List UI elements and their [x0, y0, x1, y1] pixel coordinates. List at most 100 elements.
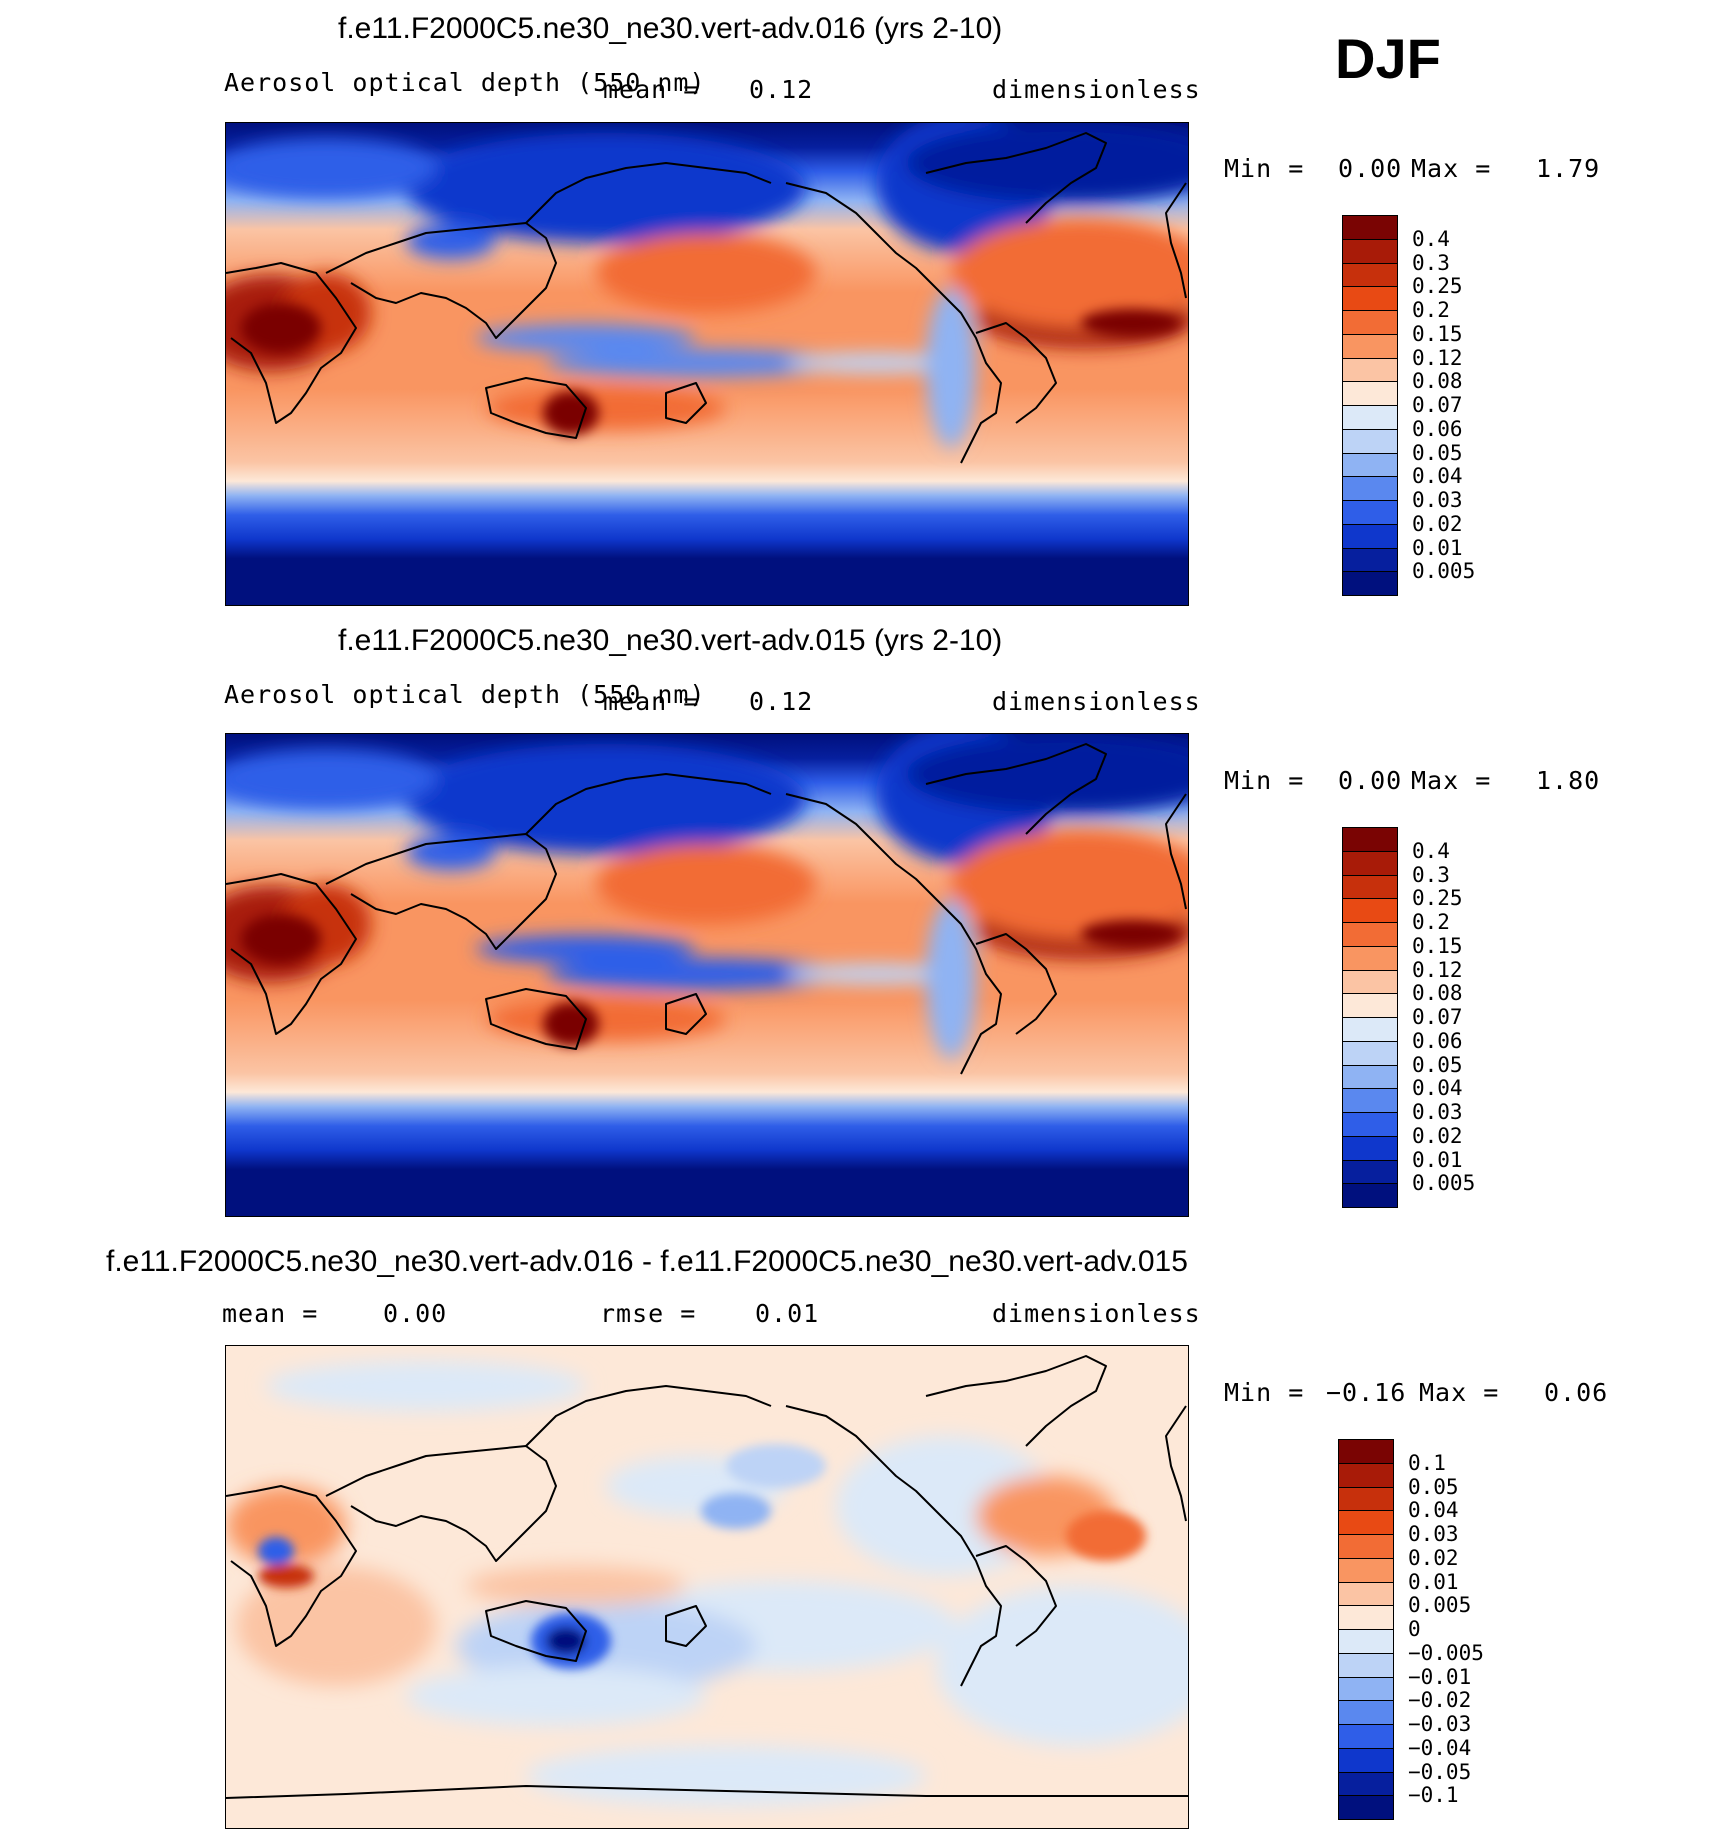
colorbar-label: 0.15	[1412, 321, 1463, 346]
panel-2-min-value: 0.00	[1338, 766, 1403, 795]
colorbar-swatch	[1342, 452, 1398, 478]
colorbar-label: 0.06	[1412, 416, 1463, 441]
panel-3-rmse-value: 0.01	[755, 1299, 820, 1328]
colorbar-swatch	[1342, 874, 1398, 900]
panel-2-variable-label: Aerosol optical depth (550 nm)	[224, 680, 706, 709]
colorbar-label: 0.03	[1412, 1100, 1463, 1124]
panel-3-max-value: 0.06	[1544, 1378, 1609, 1407]
colorbar-label: 0.01	[1408, 1569, 1459, 1594]
colorbar-swatch	[1338, 1605, 1394, 1630]
colorbar-swatch	[1342, 262, 1398, 288]
panel-1-max-label: Max =	[1411, 154, 1492, 183]
colorbar-swatch	[1342, 310, 1398, 335]
colorbar-label: 0.03	[1412, 488, 1463, 512]
colorbar-swatch	[1342, 922, 1398, 947]
panel-3-mean-label: mean =	[222, 1299, 319, 1328]
colorbar-label: 0.08	[1412, 981, 1463, 1006]
panel-1-units: dimensionless	[992, 75, 1201, 104]
colorbar-swatch	[1342, 215, 1398, 240]
panel-3-title: f.e11.F2000C5.ne30_ne30.vert-adv.016 - f…	[106, 1245, 1188, 1278]
colorbar-swatch	[1342, 428, 1398, 454]
colorbar-label: 0.04	[1412, 464, 1463, 489]
colorbar-swatch	[1342, 476, 1398, 501]
colorbar-swatch	[1342, 993, 1398, 1018]
colorbar-label: 0.15	[1412, 933, 1463, 958]
colorbar-label: 0.12	[1412, 957, 1463, 982]
colorbar-label: 0.005	[1412, 1171, 1476, 1196]
colorbar-swatch	[1342, 333, 1398, 359]
colorbar-label: 0	[1408, 1617, 1421, 1641]
colorbar-swatch	[1338, 1747, 1394, 1773]
colorbar-label: −0.005	[1408, 1640, 1484, 1665]
panel-3-map-svg	[226, 1346, 1188, 1828]
panel-3-rmse-label: rmse =	[600, 1299, 697, 1328]
panel-2-max-value: 1.80	[1536, 766, 1601, 795]
panel-1-mean-value: 0.12	[749, 75, 814, 104]
colorbar-label: 0.04	[1412, 1076, 1463, 1101]
colorbar-swatch	[1342, 898, 1398, 923]
panel-3-min-label: Min =	[1224, 1378, 1305, 1407]
panel-2-map	[225, 733, 1189, 1217]
colorbar-swatch	[1338, 1676, 1394, 1702]
panel-2-min-label: Min =	[1224, 766, 1305, 795]
colorbar-label: 0.1	[1408, 1450, 1446, 1475]
panel-1-map-svg	[226, 123, 1188, 605]
colorbar-swatch	[1342, 571, 1398, 596]
colorbar-swatch	[1338, 1462, 1394, 1488]
colorbar-label: 0.2	[1412, 910, 1450, 934]
colorbar-swatch	[1342, 1112, 1398, 1137]
colorbar-label: 0.3	[1412, 250, 1450, 275]
panel-3-units: dimensionless	[992, 1299, 1201, 1328]
colorbar-swatch	[1342, 1159, 1398, 1185]
panel-2-colorbar: 0.4 0.3 0.25 0.2 0.15 0.12 0.08 0.07 0.06 0.05 0.0…	[1342, 827, 1476, 1208]
colorbar-swatch	[1338, 1795, 1394, 1820]
colorbar-label: 0.02	[1412, 1123, 1463, 1148]
panel-1-variable-label: Aerosol optical depth (550 nm)	[224, 68, 706, 97]
colorbar-swatch	[1338, 1652, 1394, 1678]
panel-2-max-label: Max =	[1411, 766, 1492, 795]
colorbar-swatch	[1338, 1510, 1394, 1535]
season-label: DJF	[1335, 27, 1441, 90]
panel-2-mean-label: mean =	[603, 687, 700, 716]
panel-2-mean-value: 0.12	[749, 687, 814, 716]
colorbar-label: 0.25	[1412, 274, 1463, 299]
colorbar-label: −0.02	[1408, 1688, 1472, 1713]
colorbar-label: 0.01	[1412, 535, 1463, 560]
colorbar-label: 0.05	[1412, 1052, 1463, 1077]
colorbar-swatch	[1342, 1088, 1398, 1113]
panel-1-max-value: 1.79	[1536, 154, 1601, 183]
colorbar-swatch	[1338, 1486, 1394, 1512]
colorbar-label: −0.01	[1408, 1664, 1472, 1689]
panel-2-map-svg	[226, 734, 1188, 1216]
colorbar-swatch	[1342, 827, 1398, 852]
colorbar-swatch	[1342, 850, 1398, 876]
colorbar-label: 0.01	[1412, 1147, 1463, 1172]
colorbar-swatch	[1338, 1557, 1394, 1583]
panel-1-title: f.e11.F2000C5.ne30_ne30.vert-adv.016 (yr…	[338, 12, 1003, 45]
colorbar-swatch	[1342, 523, 1398, 549]
colorbar-label: 0.3	[1412, 862, 1450, 887]
panel-1-map	[225, 122, 1189, 606]
panel-2-title: f.e11.F2000C5.ne30_ne30.vert-adv.015 (yr…	[338, 624, 1003, 657]
colorbar-swatch	[1342, 1183, 1398, 1208]
colorbar-swatch	[1338, 1629, 1394, 1654]
colorbar-swatch	[1342, 405, 1398, 430]
colorbar-label: 0.02	[1412, 511, 1463, 536]
colorbar-label: 0.02	[1408, 1545, 1459, 1570]
panel-3-colorbar: 0.1 0.05 0.04 0.03 0.02 0.01 0.005 0 −0.005 −0.01…	[1338, 1439, 1484, 1820]
colorbar-swatch	[1342, 286, 1398, 311]
colorbar-swatch	[1342, 357, 1398, 383]
panel-1-min-label: Min =	[1224, 154, 1305, 183]
colorbar-swatch	[1342, 547, 1398, 573]
colorbar-swatch	[1342, 969, 1398, 995]
colorbar-label: 0.03	[1408, 1522, 1459, 1546]
panel-1-colorbar: 0.4 0.3 0.25 0.2 0.15 0.12 0.08 0.07 0.06 0.05 0.0…	[1342, 215, 1475, 596]
panel-2-units: dimensionless	[992, 687, 1201, 716]
colorbar-label: 0.4	[1412, 226, 1450, 251]
colorbar-label: 0.4	[1412, 838, 1450, 863]
colorbar-label: −0.1	[1408, 1783, 1459, 1808]
colorbar-label: 0.12	[1412, 345, 1463, 370]
colorbar-swatch	[1338, 1581, 1394, 1607]
colorbar-label: 0.06	[1412, 1028, 1463, 1053]
colorbar-swatch	[1338, 1534, 1394, 1559]
